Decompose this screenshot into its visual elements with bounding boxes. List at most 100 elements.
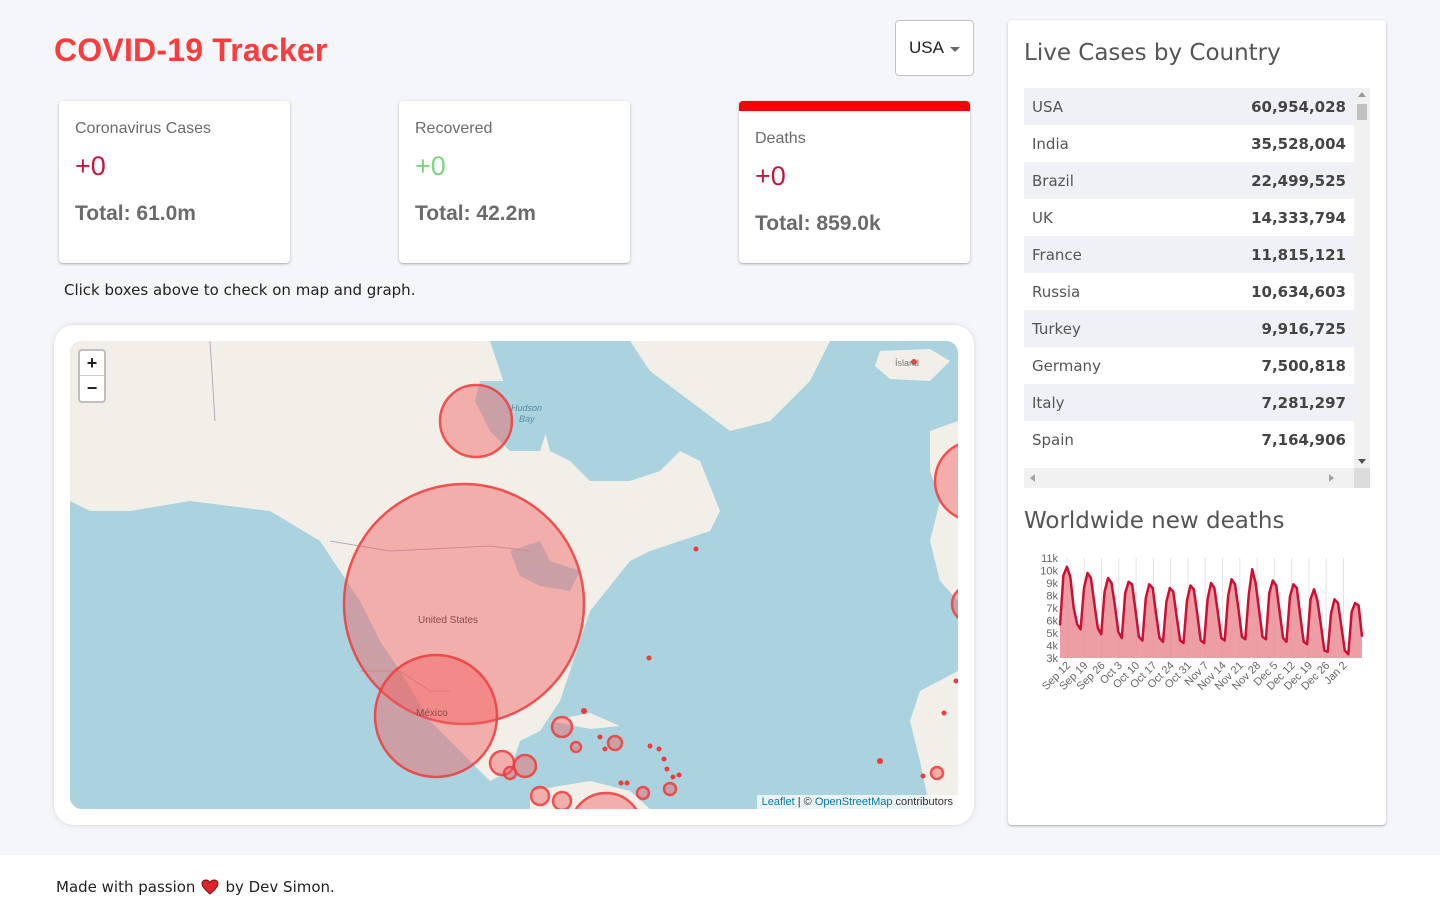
- scrollbar-thumb[interactable]: [1357, 104, 1367, 120]
- venezuela-circle: [662, 781, 678, 797]
- europe-circle-2: [950, 588, 958, 620]
- country-select[interactable]: USA: [895, 20, 974, 76]
- country-cases: 7,164,906: [1261, 430, 1346, 449]
- mexico-circle: [373, 653, 499, 779]
- scroll-left-icon[interactable]: [1030, 474, 1035, 482]
- recovered-info-box[interactable]: Recovered +0 Total: 42.2m: [399, 101, 630, 263]
- cuba-circle: [550, 715, 574, 739]
- scroll-down-icon[interactable]: [1358, 459, 1366, 464]
- table-row: USA 60,954,028: [1024, 88, 1354, 125]
- country-cases: 9,916,725: [1261, 319, 1346, 338]
- country-cases: 22,499,525: [1251, 171, 1346, 190]
- leaflet-link[interactable]: Leaflet: [761, 796, 795, 808]
- country-name: France: [1032, 245, 1082, 264]
- table-row: France 11,815,121: [1024, 236, 1354, 273]
- deaths-title: Deaths: [755, 130, 806, 147]
- sidebar-card: Live Cases by Country USA 60,954,028 India…: [1008, 20, 1386, 825]
- y-tick-label: 6k: [1046, 616, 1058, 628]
- country-name: Italy: [1032, 393, 1065, 412]
- iceland-land: [875, 349, 950, 381]
- small-dots: [581, 359, 958, 786]
- footer: Made with passion by Dev Simon.: [0, 855, 1440, 916]
- country-cases: 7,281,297: [1261, 393, 1346, 412]
- country-cases: 35,528,004: [1251, 134, 1346, 153]
- cases-info-box[interactable]: Coronavirus Cases +0 Total: 61.0m: [59, 101, 290, 263]
- table-row: Spain 7,164,906: [1024, 421, 1354, 458]
- footer-text-before: Made with passion: [56, 878, 196, 896]
- country-cases: 11,815,121: [1251, 245, 1346, 264]
- table-row: Italy 7,281,297: [1024, 384, 1354, 421]
- y-tick-label: 9k: [1046, 578, 1058, 590]
- south-america-land: [530, 781, 650, 809]
- north-america-land: [70, 341, 720, 781]
- dropdown-arrow-icon: [950, 47, 960, 52]
- zoom-out-button[interactable]: −: [86, 378, 98, 398]
- country-name: Spain: [1032, 430, 1074, 449]
- mexico-map-label: México: [416, 708, 448, 719]
- table-row: UK 14,333,794: [1024, 199, 1354, 236]
- country-name: Brazil: [1032, 171, 1074, 190]
- table-row: Turkey 9,916,725: [1024, 310, 1354, 347]
- deaths-info-box[interactable]: Deaths +0 Total: 859.0k: [739, 101, 970, 263]
- cases-title: Coronavirus Cases: [75, 120, 212, 137]
- hudson-map-label: Hudson: [511, 403, 542, 413]
- horizontal-scrollbar[interactable]: [1024, 468, 1354, 488]
- map-card: United States México Hudson Bay Ísland +…: [54, 325, 974, 825]
- honduras-circle: [512, 753, 538, 779]
- chart-title: Worldwide new deaths: [1024, 508, 1285, 534]
- footer-text-after: by Dev Simon.: [225, 878, 335, 896]
- country-table: USA 60,954,028 India 35,528,004 Brazil 22,499…: [1024, 88, 1354, 458]
- country-name: USA: [1032, 97, 1064, 116]
- series-line: [1058, 565, 1364, 656]
- y-tick-label: 7k: [1046, 603, 1058, 615]
- y-tick-label: 11k: [1041, 553, 1058, 565]
- us-map-label: United States: [418, 615, 478, 626]
- osm-link[interactable]: OpenStreetMap: [814, 796, 893, 808]
- zoom-in-button[interactable]: +: [80, 351, 104, 376]
- table-row: Russia 10,634,603: [1024, 273, 1354, 310]
- country-name: Russia: [1032, 282, 1081, 301]
- map[interactable]: United States México Hudson Bay Ísland +…: [70, 341, 958, 809]
- zoom-control: + −: [78, 349, 106, 403]
- y-tick-label: 10k: [1040, 566, 1058, 578]
- colombia-circle: [574, 791, 638, 809]
- puerto-rico-circle: [635, 785, 651, 801]
- vertical-scrollbar[interactable]: [1354, 88, 1370, 468]
- table-row: Brazil 22,499,525: [1024, 162, 1354, 199]
- country-cases: 14,333,794: [1251, 208, 1346, 227]
- map-attribution: Leaflet | © OpenStreetMap contributors: [756, 795, 958, 809]
- app-title: COVID-19 Tracker: [54, 32, 328, 68]
- live-cases-title: Live Cases by Country: [1024, 40, 1281, 66]
- country-name: UK: [1032, 208, 1053, 227]
- country-select-value: USA: [909, 38, 944, 57]
- morocco-circle: [929, 765, 945, 781]
- europe-circle: [933, 443, 958, 519]
- cases-total: Total: 61.0m: [75, 202, 196, 225]
- map-basemap: United States México Hudson Bay Ísland: [70, 341, 958, 809]
- scroll-up-icon[interactable]: [1358, 92, 1366, 97]
- country-table-scroll[interactable]: USA 60,954,028 India 35,528,004 Brazil 22,499…: [1024, 88, 1370, 488]
- y-tick-label: 5k: [1046, 628, 1058, 640]
- country-cases: 10,634,603: [1251, 282, 1346, 301]
- jamaica-circle: [569, 740, 583, 754]
- costa-rica-circle: [551, 790, 573, 809]
- cases-today: +0: [75, 151, 106, 181]
- table-row: India 35,528,004: [1024, 125, 1354, 162]
- elsalvador-circle: [502, 765, 518, 781]
- country-name: Turkey: [1032, 319, 1081, 338]
- case-circles: [342, 383, 958, 809]
- recovered-title: Recovered: [415, 120, 493, 137]
- scroll-right-icon[interactable]: [1329, 474, 1334, 482]
- scroll-corner: [1354, 468, 1370, 488]
- country-name: India: [1032, 134, 1069, 153]
- y-tick-label: 4k: [1046, 641, 1058, 653]
- hint-text: Click boxes above to check on map and gr…: [64, 281, 416, 299]
- y-tick-label: 8k: [1046, 591, 1058, 603]
- series-area: [1060, 566, 1362, 658]
- deaths-total: Total: 859.0k: [755, 212, 881, 235]
- bay-map-label: Bay: [519, 414, 535, 424]
- country-cases: 7,500,818: [1261, 356, 1346, 375]
- country-name: Germany: [1032, 356, 1101, 375]
- recovered-total: Total: 42.2m: [415, 202, 536, 225]
